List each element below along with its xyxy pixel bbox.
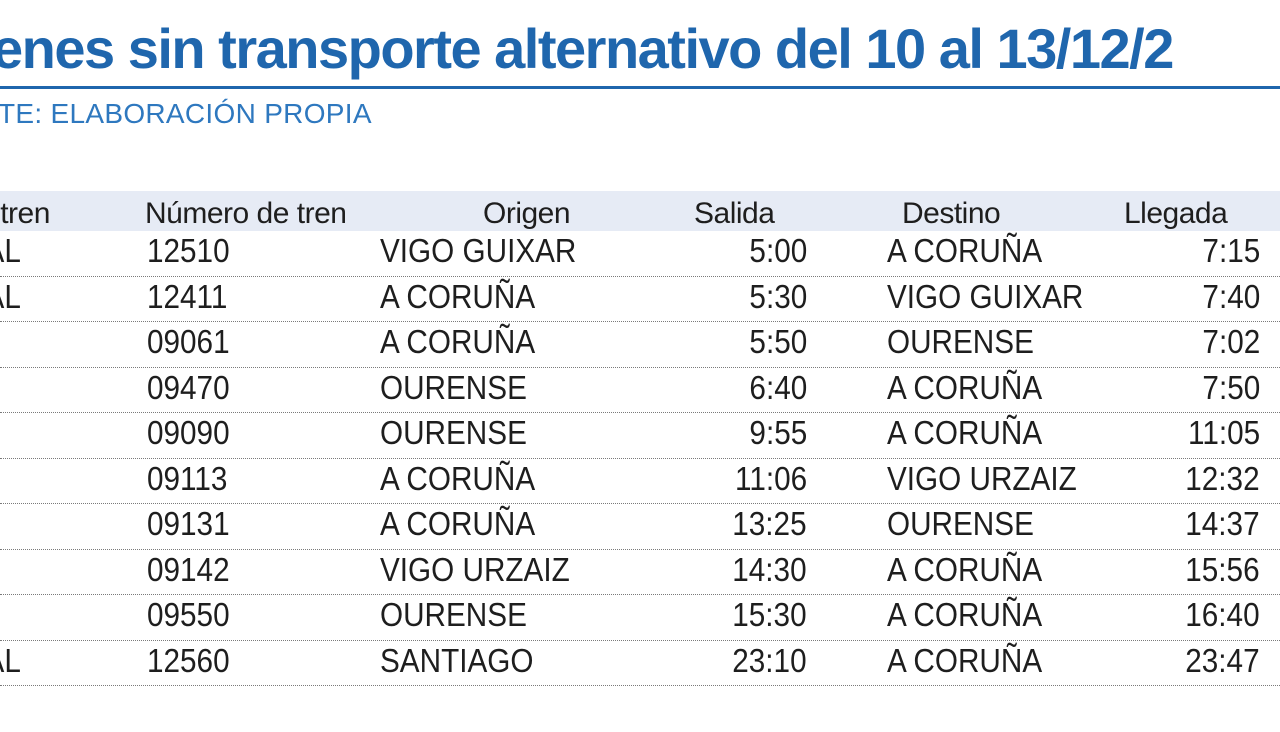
cell-tipo: ONAL <box>0 277 21 315</box>
cell-llegada: 7:40 <box>1202 277 1260 315</box>
cell-llegada: 7:15 <box>1202 232 1260 269</box>
cell-origen: A CORUÑA <box>380 323 536 360</box>
col-header-tipo: de tren <box>0 197 50 230</box>
cell-origen: OURENSE <box>380 368 527 406</box>
cell-numero: 09550 <box>147 596 230 633</box>
table-row: ONAL 12510 VIGO GUIXAR 5:00 A CORUÑA 7:15 <box>0 231 1280 277</box>
cell-origen: VIGO GUIXAR <box>380 232 577 269</box>
cell-destino: VIGO URZAIZ <box>887 459 1077 497</box>
cell-numero: 09131 <box>147 505 230 542</box>
col-header-numero: Número de tren <box>145 197 347 230</box>
title-underline <box>0 86 1280 89</box>
cell-numero: 09113 <box>147 459 228 497</box>
cell-salida: 6:40 <box>749 368 807 406</box>
cell-numero: 12560 <box>147 641 230 679</box>
cell-llegada: 23:47 <box>1185 641 1260 679</box>
cell-tipo: ONAL <box>0 232 21 269</box>
cell-numero: 09090 <box>147 414 230 451</box>
cell-llegada: 15:56 <box>1185 550 1260 588</box>
cell-salida: 23:10 <box>732 641 807 679</box>
cell-numero: 09470 <box>147 368 230 406</box>
cell-llegada: 7:02 <box>1202 323 1260 360</box>
cell-origen: OURENSE <box>380 414 527 451</box>
cell-salida: 5:00 <box>749 232 807 269</box>
cell-numero: 12510 <box>147 232 230 269</box>
cell-destino: A CORUÑA <box>887 596 1043 633</box>
col-header-destino: Destino <box>902 197 1001 230</box>
table-row: 09142 VIGO URZAIZ 14:30 A CORUÑA 15:56 <box>0 550 1280 595</box>
cell-origen: A CORUÑA <box>380 505 536 542</box>
cell-origen: A CORUÑA <box>380 459 536 497</box>
cell-llegada: 7:50 <box>1202 368 1260 406</box>
cell-origen: SANTIAGO <box>380 641 534 679</box>
cell-numero: 09061 <box>147 323 230 360</box>
cell-destino: A CORUÑA <box>887 550 1043 588</box>
cell-llegada: 12:32 <box>1185 459 1260 497</box>
cell-origen: A CORUÑA <box>380 277 536 315</box>
cell-llegada: 16:40 <box>1185 596 1260 633</box>
cell-tipo: ONAL <box>0 641 21 679</box>
cell-salida: 14:30 <box>732 550 807 588</box>
cell-salida: 15:30 <box>732 596 807 633</box>
cell-destino: OURENSE <box>887 505 1034 542</box>
cell-salida: 5:50 <box>749 323 807 360</box>
table-header: de tren Número de tren Origen Salida Des… <box>0 191 1280 231</box>
cell-destino: A CORUÑA <box>887 414 1043 451</box>
cell-destino: VIGO GUIXAR <box>887 277 1084 315</box>
cell-destino: A CORUÑA <box>887 641 1043 679</box>
col-header-origen: Origen <box>483 197 571 230</box>
cell-llegada: 11:05 <box>1187 414 1260 451</box>
col-header-salida: Salida <box>694 197 775 230</box>
trains-table: de tren Número de tren Origen Salida Des… <box>0 191 1280 686</box>
cell-origen: OURENSE <box>380 596 527 633</box>
cell-salida: 11:06 <box>734 459 807 497</box>
cell-destino: OURENSE <box>887 323 1034 360</box>
cell-numero: 12411 <box>147 277 228 315</box>
cell-salida: 5:30 <box>749 277 807 315</box>
col-header-llegada: Llegada <box>1124 197 1228 230</box>
cell-destino: A CORUÑA <box>887 232 1043 269</box>
cell-numero: 09142 <box>147 550 230 588</box>
table-row: ONAL 12411 A CORUÑA 5:30 VIGO GUIXAR 7:40 <box>0 277 1280 322</box>
source-note: TE: ELABORACIÓN PROPIA <box>0 98 372 129</box>
table-row: ONAL 12560 SANTIAGO 23:10 A CORUÑA 23:47 <box>0 641 1280 686</box>
cell-llegada: 14:37 <box>1185 505 1260 542</box>
cell-origen: VIGO URZAIZ <box>380 550 570 588</box>
table-row: 09113 A CORUÑA 11:06 VIGO URZAIZ 12:32 <box>0 459 1280 504</box>
cell-salida: 9:55 <box>749 414 807 451</box>
page-title: enes sin transporte alternativo del 10 a… <box>0 17 1174 80</box>
cell-salida: 13:25 <box>732 505 807 542</box>
cell-destino: A CORUÑA <box>887 368 1043 406</box>
